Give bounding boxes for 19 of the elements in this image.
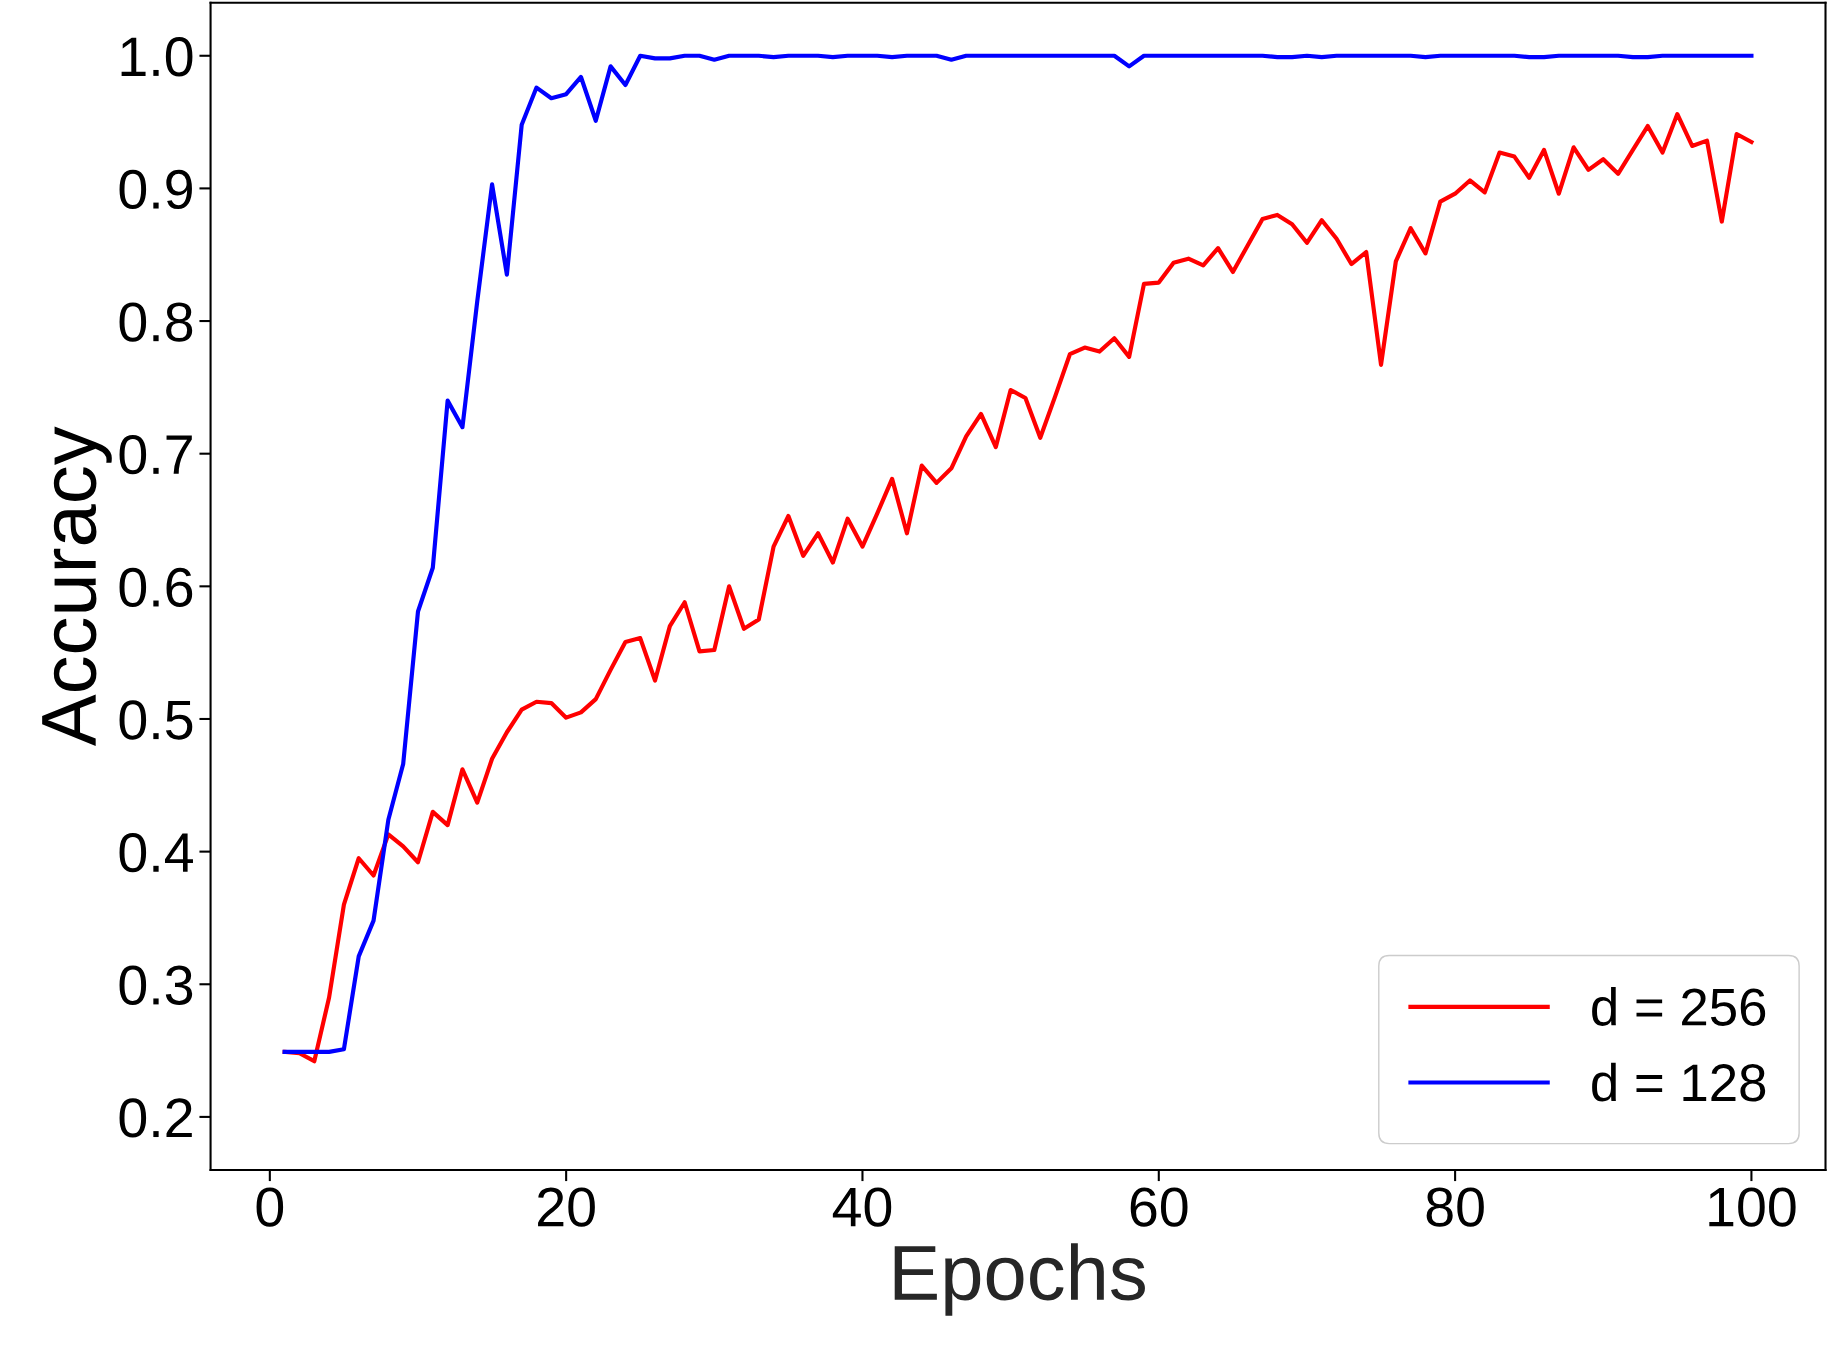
x-tick-label: 80 <box>1426 1187 1484 1227</box>
y-tick-label: 0.6 <box>119 567 193 608</box>
legend-label: d = 128 <box>1592 1062 1766 1102</box>
y-tick-label: 0.8 <box>119 302 193 342</box>
y-tick-label: 0.2 <box>119 1098 192 1138</box>
x-tick-label: 20 <box>538 1187 595 1227</box>
y-tick-label: 1.0 <box>121 37 193 77</box>
x-tick-label: 100 <box>1709 1187 1796 1227</box>
y-axis-title: Accuracy <box>42 426 112 747</box>
y-tick-label: 0.3 <box>119 965 193 1005</box>
y-tick-label: 0.9 <box>119 169 192 210</box>
y-tick-label: 0.4 <box>119 832 193 873</box>
x-axis-title: Epochs <box>894 1243 1145 1316</box>
x-tick-label: 0 <box>256 1187 284 1227</box>
y-tick-label: 0.5 <box>119 700 193 740</box>
y-tick-label: 0.7 <box>119 435 192 475</box>
x-tick-label: 60 <box>1130 1187 1188 1227</box>
x-tick-label: 40 <box>832 1187 892 1227</box>
legend-label: d = 256 <box>1592 987 1766 1026</box>
